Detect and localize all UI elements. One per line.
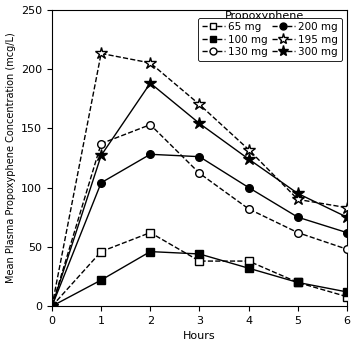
Text: Napsylate: Napsylate (278, 26, 334, 36)
X-axis label: Hours: Hours (183, 331, 216, 341)
Legend: 65 mg, 100 mg, 130 mg, 200 mg, 195 mg, 300 mg: 65 mg, 100 mg, 130 mg, 200 mg, 195 mg, 3… (198, 18, 342, 61)
Y-axis label: Mean Plasma Propoxyphene Concentration (mcg/L): Mean Plasma Propoxyphene Concentration (… (6, 33, 16, 283)
Text: HCl: HCl (215, 26, 234, 36)
Text: Propoxyphene: Propoxyphene (225, 11, 304, 21)
